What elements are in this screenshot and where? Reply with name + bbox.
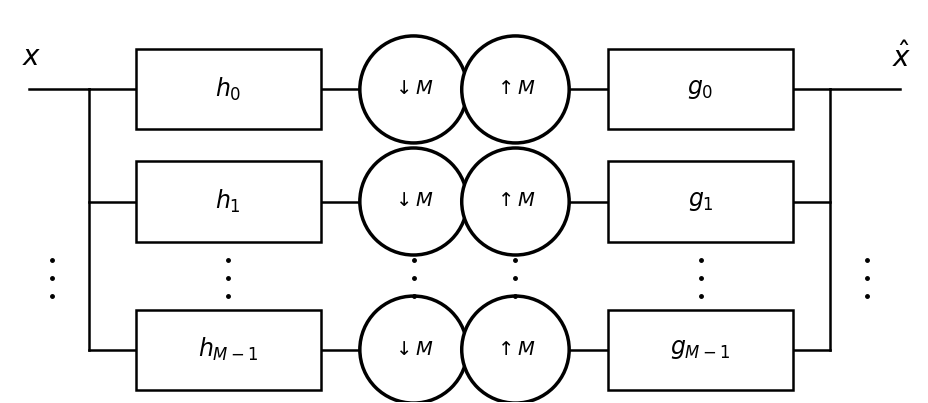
FancyBboxPatch shape	[608, 310, 793, 390]
Text: $\uparrow M$: $\uparrow M$	[494, 193, 536, 210]
Ellipse shape	[359, 296, 467, 403]
Text: $\downarrow M$: $\downarrow M$	[392, 81, 434, 98]
Text: $\hat{x}$: $\hat{x}$	[892, 42, 910, 73]
Text: $g_1$: $g_1$	[687, 190, 713, 213]
Ellipse shape	[461, 296, 569, 403]
Text: $\uparrow M$: $\uparrow M$	[494, 81, 536, 98]
Text: $\uparrow M$: $\uparrow M$	[494, 341, 536, 359]
Text: $h_{M-1}$: $h_{M-1}$	[198, 336, 258, 363]
Text: $\downarrow M$: $\downarrow M$	[392, 341, 434, 359]
Ellipse shape	[359, 36, 467, 143]
Text: $h_1$: $h_1$	[215, 188, 241, 215]
Text: $\downarrow M$: $\downarrow M$	[392, 193, 434, 210]
FancyBboxPatch shape	[135, 162, 320, 241]
Ellipse shape	[461, 148, 569, 255]
FancyBboxPatch shape	[135, 310, 320, 390]
FancyBboxPatch shape	[135, 50, 320, 129]
Text: $x$: $x$	[21, 44, 41, 71]
Text: $g_0$: $g_0$	[687, 78, 713, 101]
Text: $g_{M-1}$: $g_{M-1}$	[670, 338, 730, 361]
Ellipse shape	[359, 148, 467, 255]
FancyBboxPatch shape	[608, 50, 793, 129]
Ellipse shape	[461, 36, 569, 143]
FancyBboxPatch shape	[608, 162, 793, 241]
Text: $h_0$: $h_0$	[215, 76, 241, 103]
